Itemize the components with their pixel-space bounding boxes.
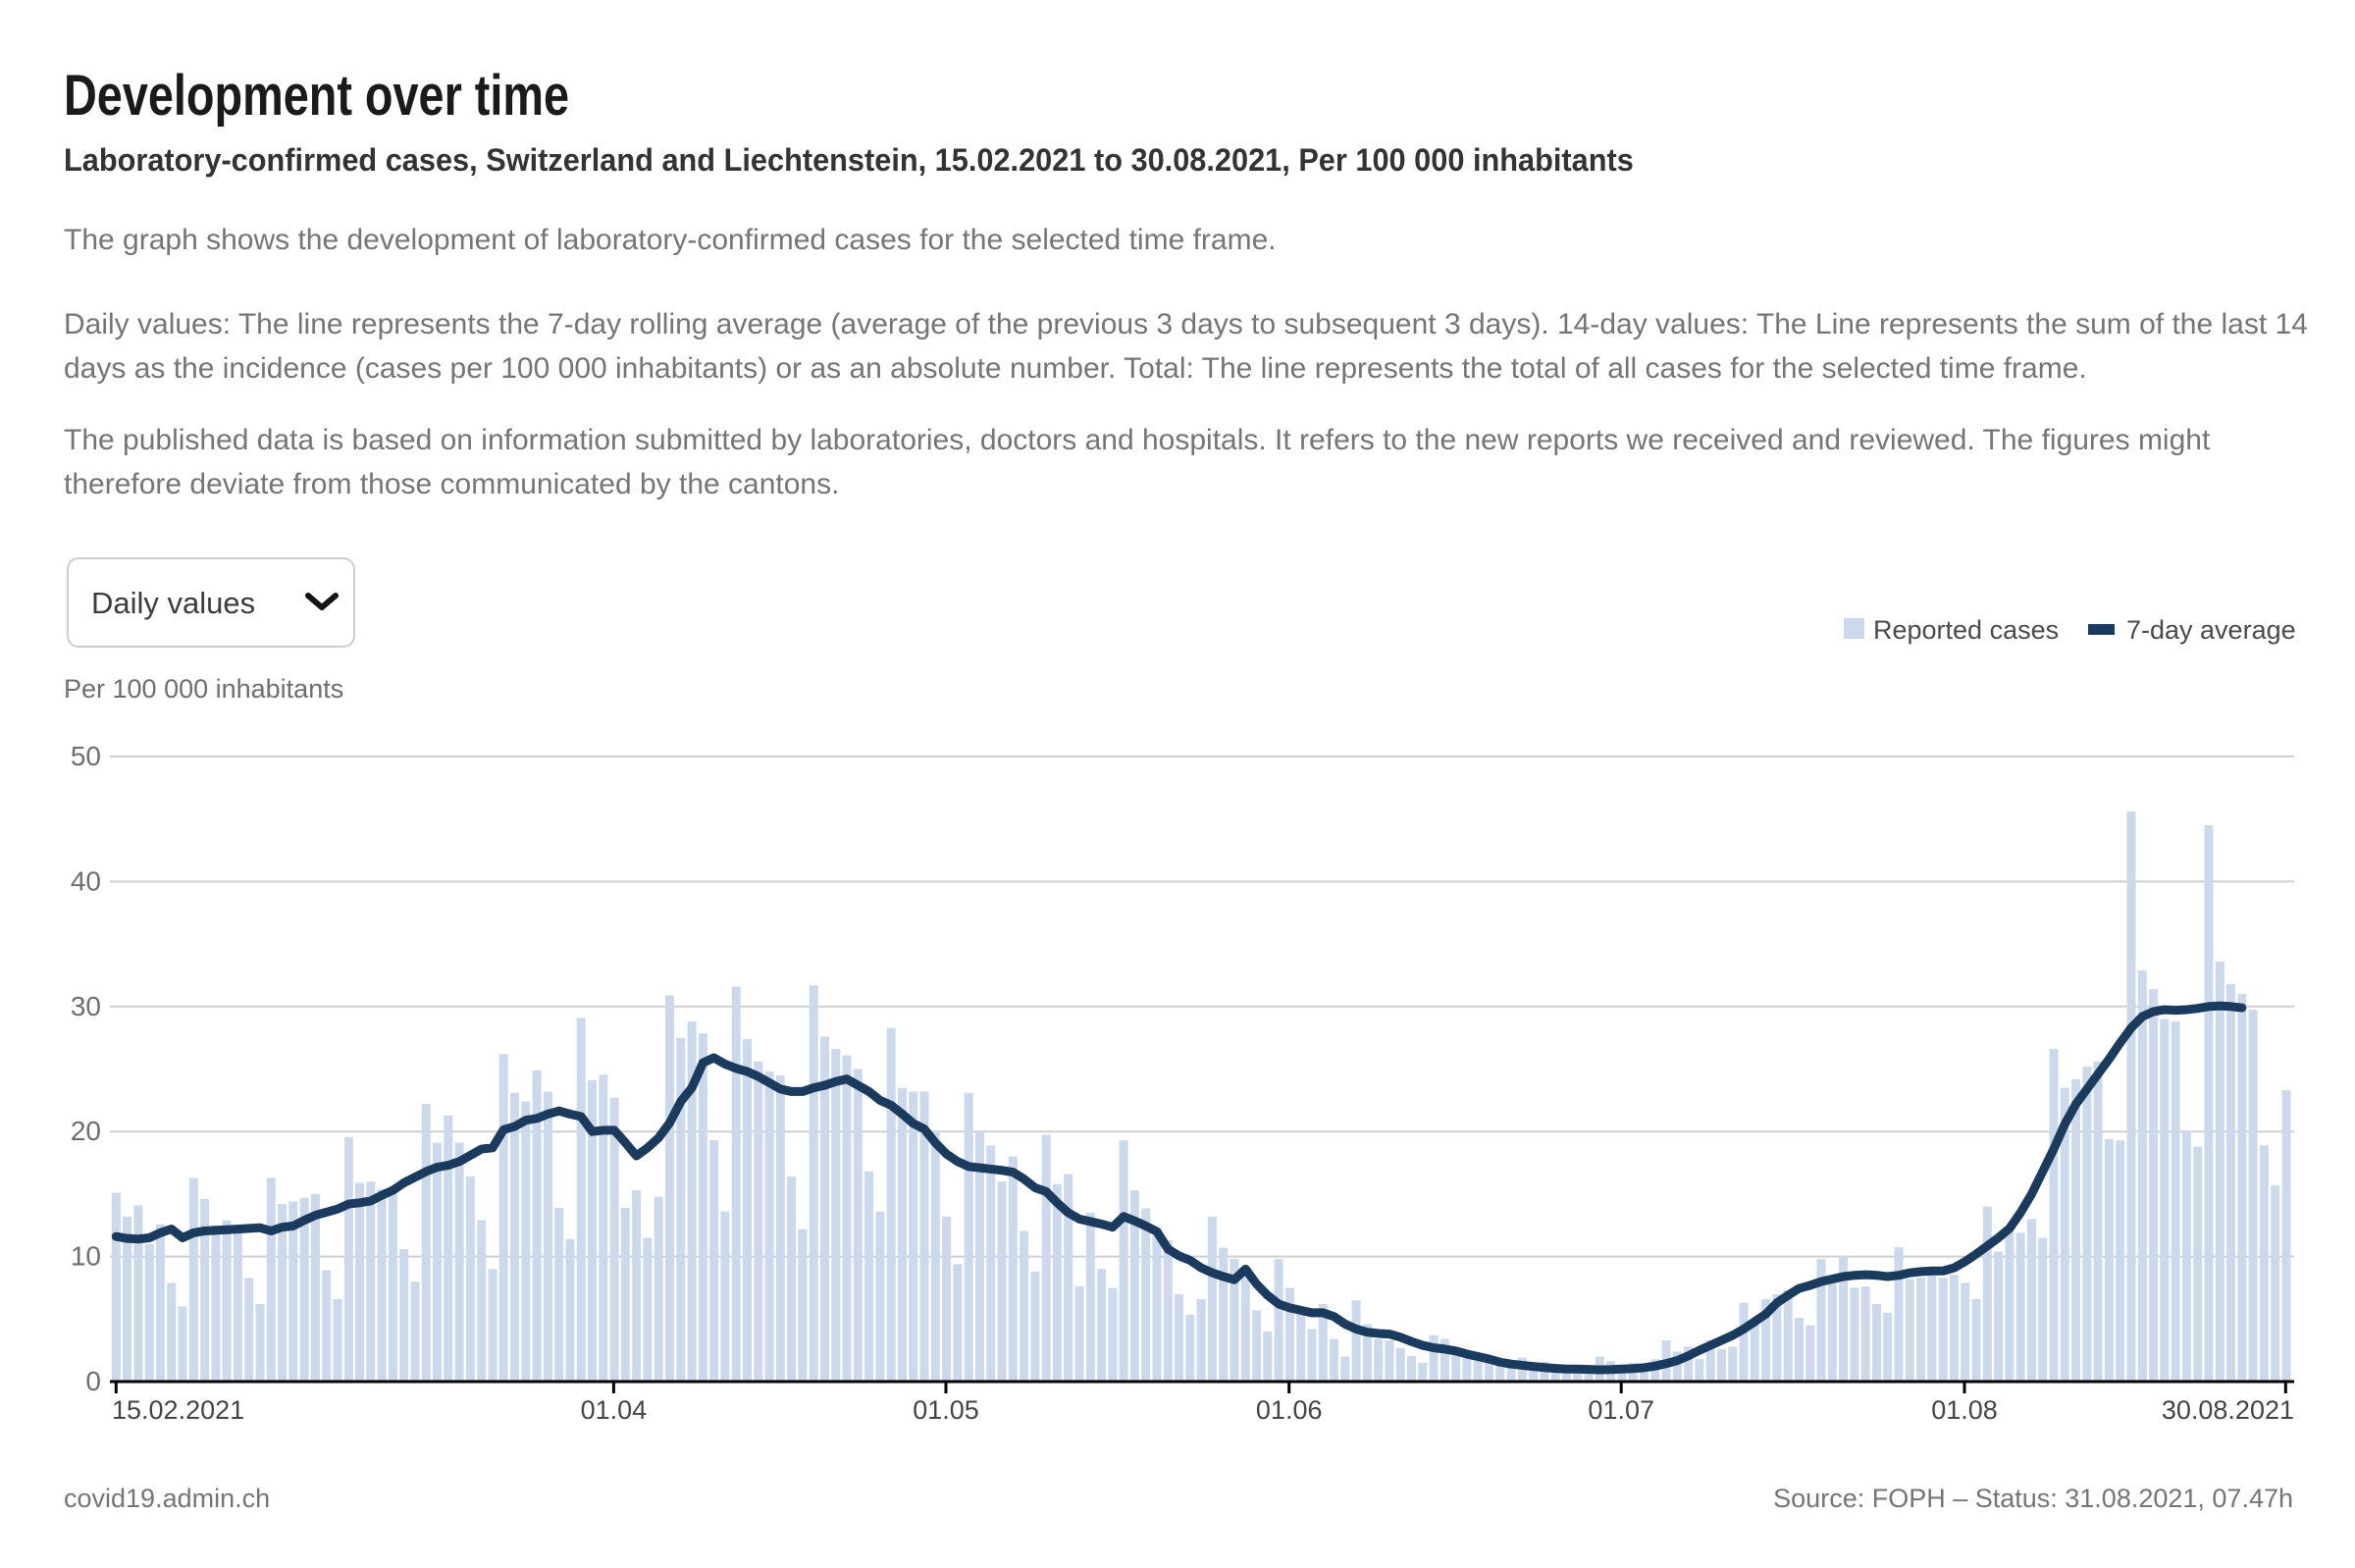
svg-text:01.08: 01.08 xyxy=(1931,1395,1998,1425)
svg-text:30: 30 xyxy=(71,991,101,1021)
svg-text:15.02.2021: 15.02.2021 xyxy=(112,1395,244,1425)
svg-text:0: 0 xyxy=(85,1366,101,1396)
svg-text:01.04: 01.04 xyxy=(581,1395,648,1425)
svg-text:50: 50 xyxy=(71,741,101,771)
svg-text:40: 40 xyxy=(71,865,101,896)
svg-text:01.07: 01.07 xyxy=(1588,1395,1654,1425)
svg-text:30.08.2021: 30.08.2021 xyxy=(2162,1395,2294,1425)
svg-text:10: 10 xyxy=(71,1241,101,1272)
svg-text:20: 20 xyxy=(71,1116,101,1146)
svg-text:01.06: 01.06 xyxy=(1256,1395,1323,1425)
svg-text:01.05: 01.05 xyxy=(913,1395,979,1425)
